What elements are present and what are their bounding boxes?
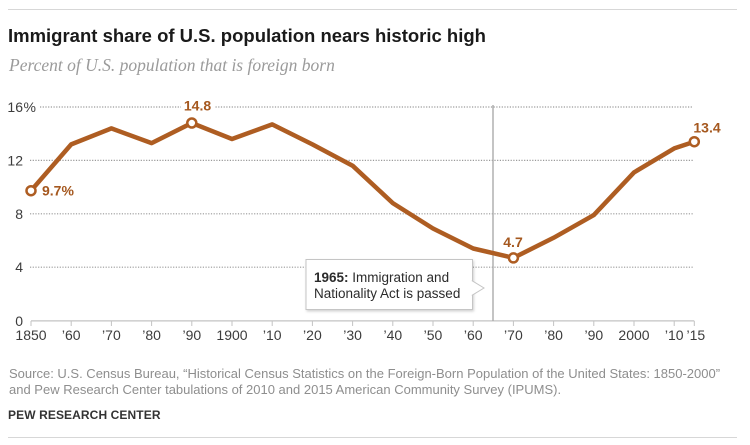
svg-text:Nationality Act is passed: Nationality Act is passed [314, 286, 460, 301]
svg-text:13.4: 13.4 [693, 120, 720, 136]
svg-text:’70: ’70 [102, 327, 121, 343]
svg-text:1850: 1850 [15, 327, 46, 343]
svg-text:’90: ’90 [182, 327, 201, 343]
svg-text:’15: ’15 [686, 327, 705, 343]
svg-text:’50: ’50 [424, 327, 443, 343]
svg-text:8: 8 [15, 206, 23, 222]
svg-text:2000: 2000 [618, 327, 649, 343]
svg-text:’10: ’10 [665, 327, 684, 343]
svg-text:16: 16 [7, 99, 23, 115]
svg-text:’10: ’10 [263, 327, 282, 343]
svg-text:’60: ’60 [62, 327, 81, 343]
svg-text:’70: ’70 [504, 327, 523, 343]
svg-text:’80: ’80 [544, 327, 563, 343]
svg-text:’30: ’30 [343, 327, 362, 343]
svg-text:’20: ’20 [303, 327, 322, 343]
svg-text:1965: Immigration and: 1965: Immigration and [314, 270, 449, 285]
svg-text:0: 0 [15, 313, 23, 329]
svg-text:’80: ’80 [142, 327, 161, 343]
svg-text:1900: 1900 [216, 327, 247, 343]
svg-text:’90: ’90 [584, 327, 603, 343]
svg-text:%: % [24, 99, 36, 115]
svg-text:14.8: 14.8 [184, 98, 211, 114]
svg-text:4.7: 4.7 [503, 234, 523, 250]
svg-text:12: 12 [7, 152, 23, 168]
svg-text:9.7%: 9.7% [42, 183, 74, 199]
svg-text:’60: ’60 [464, 327, 483, 343]
svg-text:’40: ’40 [383, 327, 402, 343]
svg-text:4: 4 [15, 259, 23, 275]
